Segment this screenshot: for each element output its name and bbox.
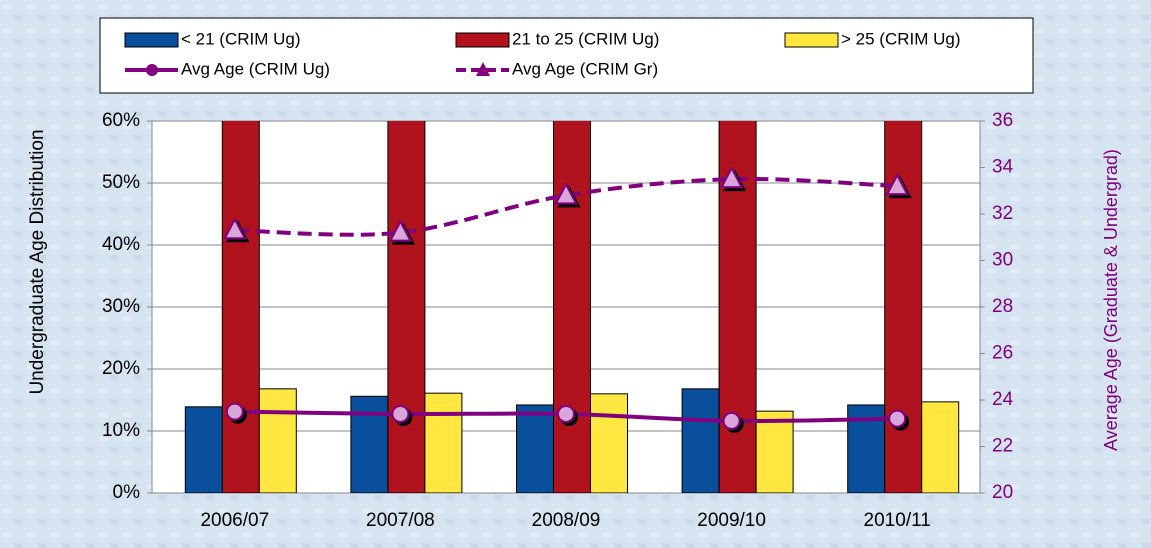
bar [258,388,297,493]
point [388,219,413,242]
bar [884,121,923,493]
point [885,172,909,196]
legend-label: < 21 (CRIM Ug) [181,29,301,48]
legend-marker [146,64,158,76]
y2-tick-label: 32 [992,203,1013,224]
point [722,411,741,430]
y-tick-label: 40% [102,234,140,255]
bar [387,121,426,493]
legend-label: Avg Age (CRIM Ug) [181,59,330,78]
point [719,165,744,189]
y2-tick-label: 20 [992,482,1013,503]
point [888,409,907,428]
x-tick-label: 2008/09 [532,510,601,531]
bar [718,121,757,493]
line [234,176,898,237]
y-axis-label: Undergraduate Age Distribution [27,129,48,394]
point [223,217,247,240]
x-tick-label: 2007/08 [366,510,435,531]
y2-tick-label: 34 [992,157,1014,178]
point [554,182,578,205]
y-tick-label: 60% [102,110,140,131]
x-tick-label: 2009/10 [697,510,766,531]
legend-swatch [784,32,839,48]
legend-marker [476,62,490,76]
point [225,402,244,421]
y2-tick-label: 24 [992,389,1014,410]
y2-tick-label: 30 [992,250,1013,271]
bar [221,121,260,493]
y-tick-label: 10% [102,420,140,441]
y-tick-label: 30% [102,296,140,317]
legend-swatch [124,32,179,48]
y2-tick-label: 26 [992,343,1013,364]
bar [590,393,628,493]
bar [424,392,463,493]
x-tick-label: 2006/07 [200,510,269,531]
legend-box [99,17,1034,94]
y-tick-label: 50% [102,172,140,193]
y2-tick-label: 36 [992,110,1013,131]
bar [681,388,720,493]
bar [921,401,960,493]
y-tick-label: 20% [102,358,140,379]
legend-swatch [455,32,510,48]
x-tick-label: 2010/11 [864,510,931,531]
y2-axis-label: Average Age (Graduate & Undergrad) [1101,149,1121,451]
bar [553,121,591,493]
y-tick-label: 0% [113,482,141,503]
bar [350,395,389,493]
point [391,404,410,423]
y2-tick-label: 28 [992,296,1013,317]
legend-label: > 25 (CRIM Ug) [841,29,961,48]
bar [516,404,554,493]
bar [184,406,223,493]
bar [755,410,794,493]
point [557,404,575,423]
legend-label: Avg Age (CRIM Gr) [512,59,658,78]
y2-tick-label: 22 [992,436,1013,457]
legend-label: 21 to 25 (CRIM Ug) [512,29,659,48]
